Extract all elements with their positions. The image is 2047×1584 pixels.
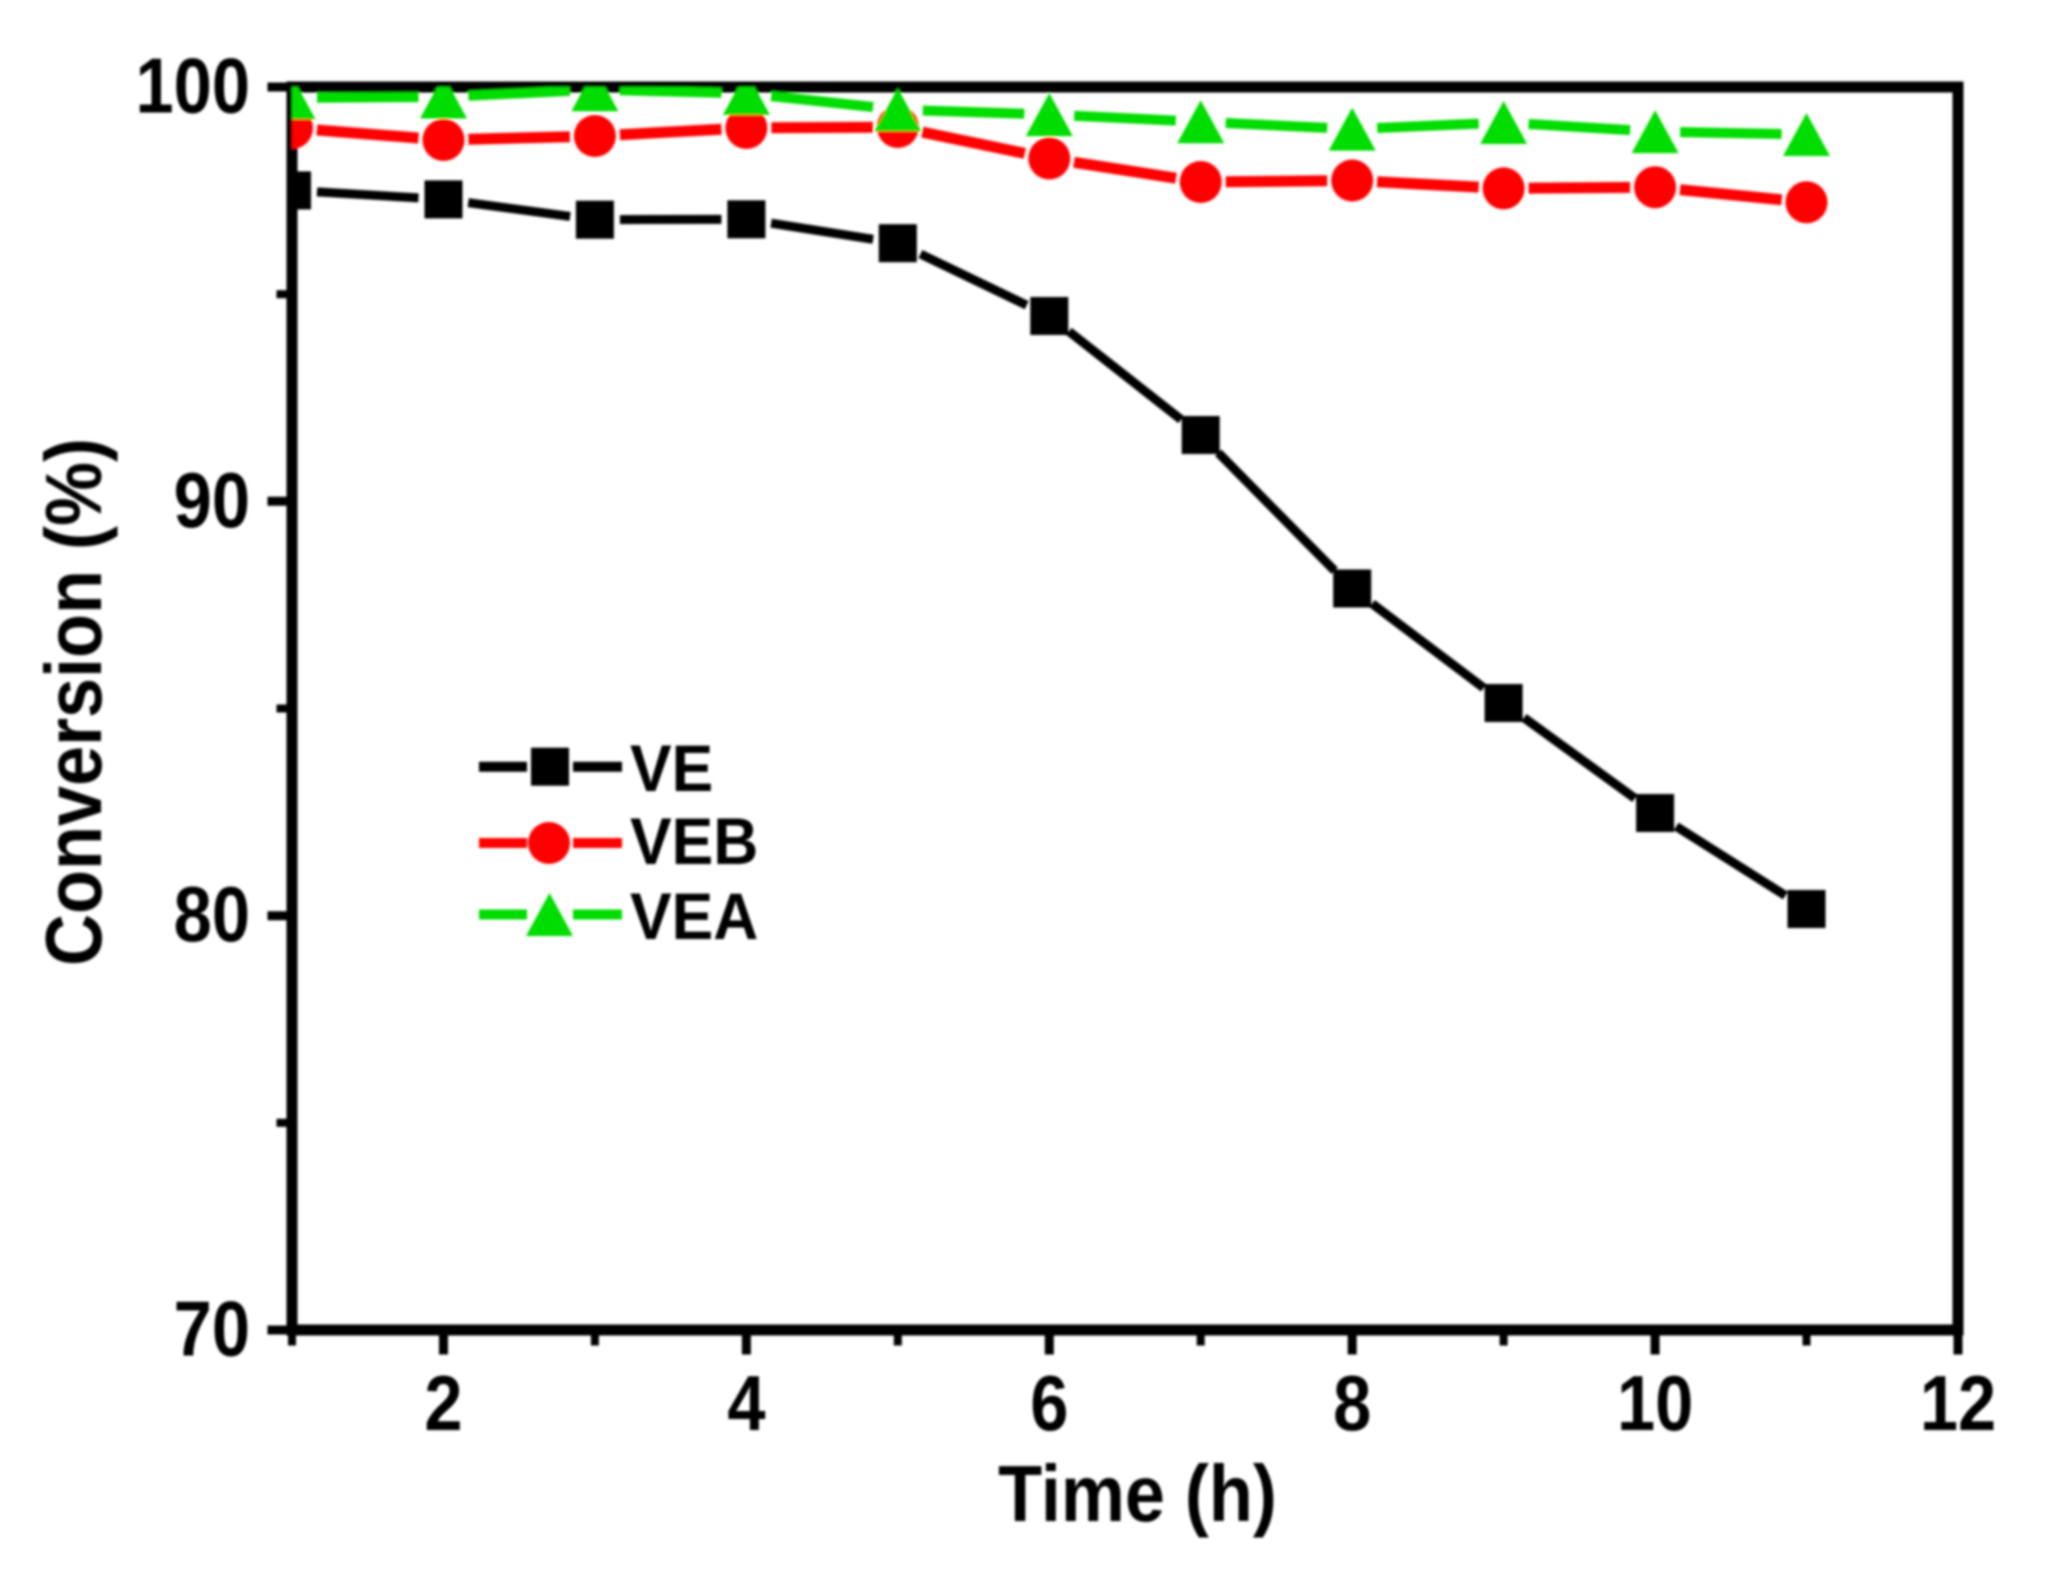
svg-text:8: 8 <box>1333 1359 1371 1447</box>
svg-text:6: 6 <box>1030 1359 1068 1447</box>
svg-text:Conversion (%): Conversion (%) <box>30 438 119 966</box>
svg-text:4: 4 <box>727 1359 765 1447</box>
svg-text:VE: VE <box>630 731 713 805</box>
svg-text:10: 10 <box>1617 1359 1693 1447</box>
svg-text:VEB: VEB <box>630 804 758 878</box>
svg-text:70: 70 <box>174 1284 250 1372</box>
svg-text:2: 2 <box>424 1359 462 1447</box>
svg-text:12: 12 <box>1920 1359 1996 1447</box>
svg-text:90: 90 <box>174 456 250 544</box>
svg-text:VEA: VEA <box>630 879 758 953</box>
svg-text:100: 100 <box>135 41 250 129</box>
svg-text:80: 80 <box>174 870 250 958</box>
svg-text:Time (h): Time (h) <box>998 1450 1277 1539</box>
